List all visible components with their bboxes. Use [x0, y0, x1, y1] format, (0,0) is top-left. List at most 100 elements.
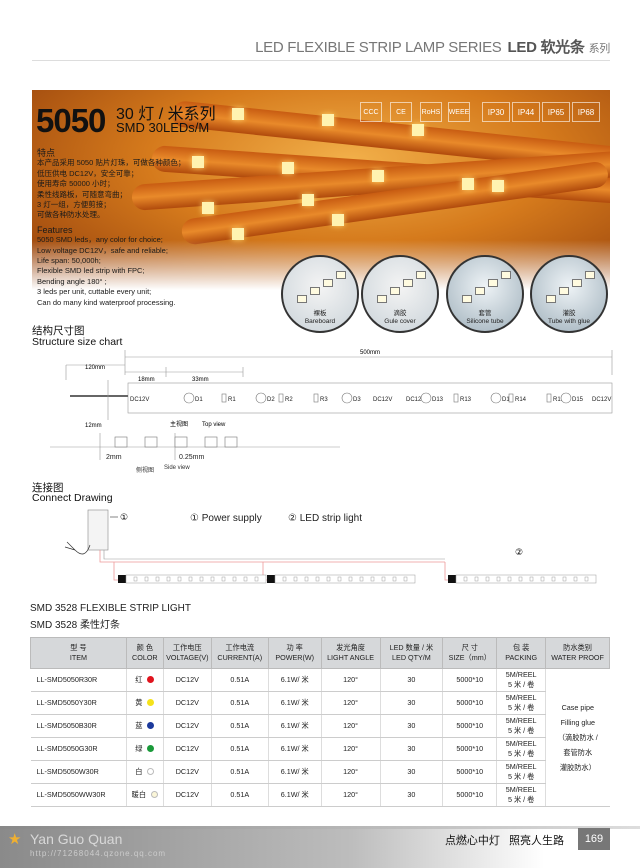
variant-label-cn: 套管: [478, 310, 492, 317]
cert-badge-ip65: IP65: [542, 102, 570, 122]
packing-en: 5M/REEL: [505, 762, 537, 771]
variant-label-cn: 滴胶: [393, 310, 407, 317]
model-number: 5050: [36, 102, 106, 139]
packing-en: 5M/REEL: [505, 670, 537, 679]
side-view-cn: 侧视图: [136, 468, 155, 474]
resistor-symbol: [221, 393, 227, 403]
header-cn: 功 率: [286, 643, 303, 652]
strip-label: DC12V: [406, 397, 425, 403]
cert-badge-ip30: IP30: [482, 102, 510, 122]
voltage-cell: DC12V: [163, 737, 212, 761]
strip-label: DC12V: [592, 397, 611, 403]
current-cell: 0.51A: [211, 737, 269, 761]
angle-cell: 120°: [321, 737, 381, 761]
feature-line: Flexible SMD led strip with FPC;: [37, 266, 145, 276]
waterproof-cell: Case pipe Filling glue （滴胶防水 / 套管防水 灌胶防水）: [545, 668, 610, 807]
header-en: SIZE（mm）: [448, 653, 491, 662]
column-header: 包 装 PACKING: [496, 637, 547, 669]
watermark-name: Yan Guo Quan: [30, 831, 123, 847]
footer: ★ Yan Guo Quan http://71268044.qzone.qq.…: [0, 826, 640, 868]
color-name: 白: [135, 767, 143, 776]
feature-line: Low voltage DC12V，safe and reliable;: [37, 245, 168, 255]
packing-en: 5M/REEL: [505, 785, 537, 794]
color-name: 绿: [135, 744, 143, 753]
slogan: 点燃心中灯 照亮人生路: [444, 835, 564, 847]
current-cell: 0.51A: [211, 668, 269, 692]
voltage-cell: DC12V: [163, 668, 212, 692]
product-title-en: SMD 3528 FLEXIBLE STRIP LIGHT: [30, 603, 191, 614]
strip-label: D13: [432, 397, 444, 403]
cert-badge-weee: WEEE: [448, 102, 470, 122]
color-name: 黄: [135, 698, 143, 707]
series-suffix: 系列: [588, 43, 611, 55]
packing-cell: 5M/REEL 5 米 / 卷: [496, 691, 547, 715]
side-view-component: [174, 436, 188, 448]
dim-lead: 120mm: [85, 365, 105, 371]
item-cell: LL-SMD5050G30R: [30, 737, 127, 761]
strip-label: R3: [320, 397, 328, 403]
strip-label: R2: [285, 397, 293, 403]
angle-cell: 120°: [321, 668, 381, 692]
color-cell: 蓝: [126, 714, 164, 738]
structure-diagram: DC12V D1 R1 D2 R2 R3 D3 DC12V DC12V D13 R13 D14 R14 R…: [50, 350, 613, 461]
led-symbol: [560, 392, 572, 404]
angle-cell: 120°: [321, 783, 381, 807]
header-cn: LED 数量 / 米: [389, 643, 434, 652]
strip-label: R15: [553, 397, 565, 403]
strip-label: DC12V: [373, 397, 392, 403]
packing-cell: 5M/REEL 5 米 / 卷: [496, 783, 547, 807]
resistor-symbol: [278, 393, 284, 403]
column-header: LED 数量 / 米 LED QTY/M: [379, 637, 444, 669]
feature-line: 3 灯一组，方便剪接；: [37, 200, 111, 210]
resistor-symbol: [453, 393, 459, 403]
column-header: 尺 寸 SIZE（mm）: [442, 637, 498, 669]
header-en: LIGHT ANGLE: [327, 653, 375, 662]
side-view-component: [114, 436, 128, 448]
qty-cell: 30: [380, 737, 444, 761]
waterproof-line: （滴胶防水 /: [557, 733, 598, 742]
header-en: CURRENT(A): [217, 653, 263, 662]
packing-cn: 5 米 / 卷: [507, 772, 535, 781]
packing-cell: 5M/REEL 5 米 / 卷: [496, 737, 547, 761]
legend-power-supply: ① Power supply: [190, 513, 262, 524]
power-cell: 6.1W/ 米: [268, 714, 322, 738]
top-view-en: Top view: [202, 422, 226, 428]
color-swatch-icon: [147, 699, 155, 706]
table-row: LL-SMD5050W30R 白 DC12V 0.51A 6.1W/ 米 120° 30 50…: [30, 760, 610, 784]
size-cell: 5000*10: [442, 691, 498, 715]
waterproof-line: Case pipe: [561, 703, 594, 712]
qty-cell: 30: [380, 760, 444, 784]
connector: [267, 575, 275, 583]
power-cell: 6.1W/ 米: [268, 760, 322, 784]
feature-line: 可做各种防水处理。: [37, 210, 105, 220]
feature-line: Bending angle 180° ;: [37, 276, 107, 286]
header-cn: 型 号: [70, 643, 87, 652]
header-en: WATER PROOF: [551, 653, 604, 662]
cert-badge-ip44: IP44: [512, 102, 540, 122]
led-strip: [125, 574, 267, 584]
table-row: LL-SMD5050WW30R 暖白 DC12V 0.51A 6.1W/ 米 120° 30…: [30, 783, 610, 807]
item-cell: LL-SMD5050Y30R: [30, 691, 127, 715]
header-cn: 工作电流: [225, 643, 255, 652]
connect-title-en: Connect Drawing: [32, 492, 113, 504]
header-divider: [32, 60, 610, 61]
voltage-cell: DC12V: [163, 691, 212, 715]
led-symbol: [255, 392, 267, 404]
item-cell: LL-SMD5050B30R: [30, 714, 127, 738]
feature-line: Can do many kind waterproof processing.: [37, 297, 176, 307]
color-cell: 红: [126, 668, 164, 692]
connect-title-cn: 连接图: [32, 482, 64, 494]
header-en: VOLTAGE(V): [166, 653, 209, 662]
feature-line: 5050 SMD leds，any color for choice;: [37, 235, 163, 245]
strip-label: D1: [195, 397, 203, 403]
size-cell: 5000*10: [442, 668, 498, 692]
color-name: 红: [135, 675, 143, 684]
current-cell: 0.51A: [211, 760, 269, 784]
structure-title-en: Structure size chart: [32, 336, 123, 348]
size-cell: 5000*10: [442, 783, 498, 807]
column-header: 防水类别 WATER PROOF: [545, 637, 610, 669]
series-title-en: SMD 30LEDs/M: [116, 120, 210, 135]
packing-en: 5M/REEL: [505, 716, 537, 725]
qty-cell: 30: [380, 691, 444, 715]
color-name: 暖白: [131, 790, 147, 799]
